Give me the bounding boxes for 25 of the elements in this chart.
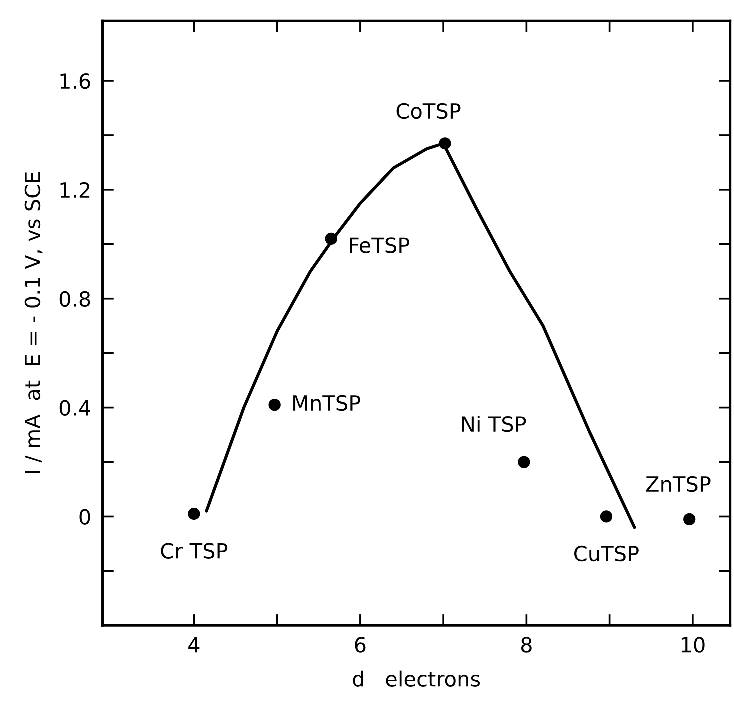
x-tick-label: 4 xyxy=(188,637,200,653)
annotation: CuTSP xyxy=(574,546,639,562)
point xyxy=(439,138,452,150)
point xyxy=(268,399,281,412)
y-tick-label: 0.4 xyxy=(60,400,90,416)
annotation: Ni TSP xyxy=(462,416,526,432)
annotation: Cr TSP xyxy=(161,543,228,559)
point xyxy=(325,232,338,246)
point xyxy=(684,513,696,526)
annotation: CoTSP xyxy=(396,103,461,120)
y-tick-label: 0 xyxy=(80,509,90,525)
x-tick-label: 8 xyxy=(521,637,532,653)
point xyxy=(600,510,613,523)
x-axis-title: d electrons xyxy=(353,670,480,687)
y-tick-label: 1.2 xyxy=(60,182,90,198)
annotation: ZnTSP xyxy=(646,476,711,492)
x-tick-label: 6 xyxy=(355,637,366,653)
y-tick-label: 1.6 xyxy=(60,73,90,90)
y-axis-title: I / mA at E = - 0.1 V, vs SCE xyxy=(24,172,43,474)
y-tick-label: 0.8 xyxy=(60,291,90,308)
annotation: FeTSP xyxy=(350,238,410,254)
annotation: MnTSP xyxy=(294,395,360,412)
point xyxy=(188,508,200,520)
point xyxy=(518,456,530,468)
x-tick-label: 10 xyxy=(682,637,705,653)
